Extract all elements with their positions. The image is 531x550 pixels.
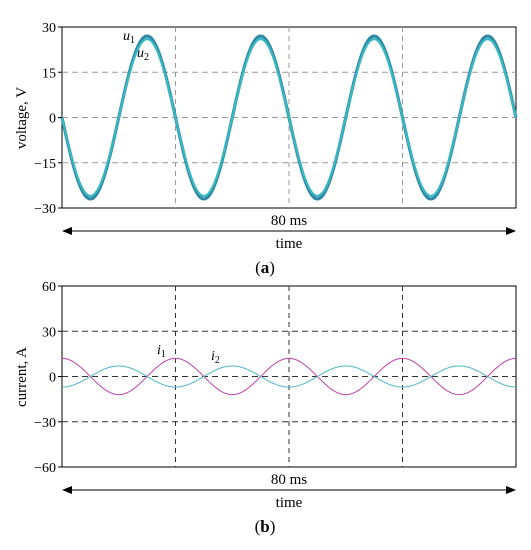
y-ticks-a: 30 15 0 −15 −30 [34,21,62,217]
series-line-i1 [61,357,517,396]
y-tick-label: −30 [34,202,56,217]
y-tick-label: 0 [49,371,56,386]
y-tick-label: 60 [42,280,56,295]
y-axis-label-a: voltage, V [14,87,30,149]
caption-b: (b) [255,517,276,536]
series-line-i2 [61,365,517,388]
series-line-u2 [60,37,518,198]
x-axis-label-b: time [276,495,303,511]
caption-a: (a) [255,258,275,277]
y-tick-label: 30 [42,21,56,36]
span-label-b: 80 ms [271,472,307,488]
series-group-b [61,357,517,396]
gridlines-b [62,286,516,467]
span-label-a: 80 ms [271,213,307,229]
y-tick-label: 0 [49,112,56,127]
series-group-a [60,34,518,201]
series-label-i1: i1 [157,343,166,360]
x-axis-label-a: time [276,236,303,252]
y-tick-label: 15 [42,66,56,81]
y-tick-label: −60 [34,461,56,476]
series-label-i2: i2 [211,349,220,366]
span-arrow-a [62,227,516,235]
y-tick-label: −15 [34,157,56,172]
y-tick-label: 30 [42,325,56,340]
series-label-u1: u1 [123,29,135,46]
y-ticks-b: 60 30 0 −30 −60 [34,280,62,476]
y-axis-label-b: current, A [14,347,30,407]
span-arrow-b [62,486,516,494]
series-label-u2: u2 [137,46,149,63]
y-tick-label: −30 [34,416,56,431]
